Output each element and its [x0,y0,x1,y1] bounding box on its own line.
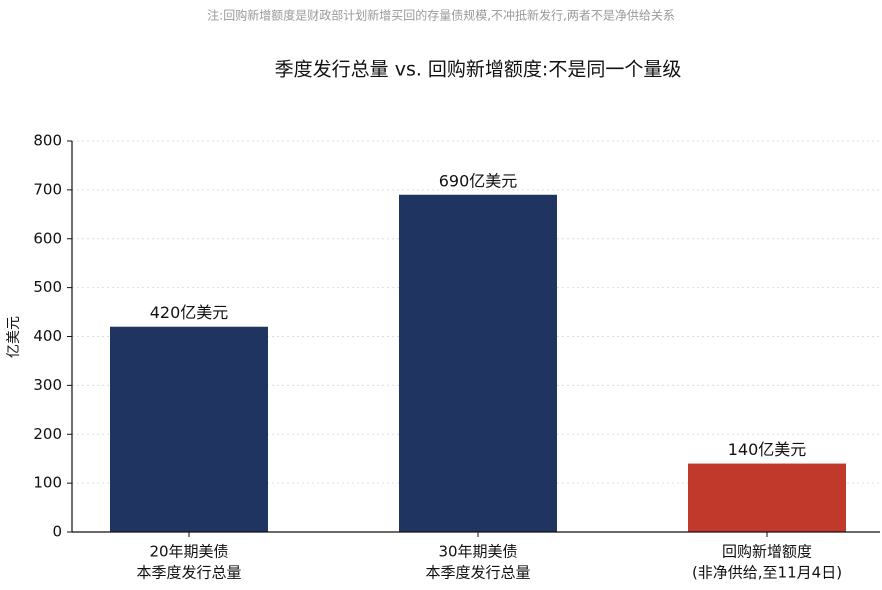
value-label: 690亿美元 [439,171,518,190]
x-tick-label: 30年期美债 [438,543,517,561]
value-label: 420亿美元 [150,303,229,322]
y-axis-label: 亿美元 [6,316,22,358]
y-tick-label: 200 [33,425,62,443]
y-tick-label: 600 [33,229,62,247]
x-tick-label: (非净供给,至11月4日) [692,564,842,582]
y-tick-label: 0 [52,523,62,541]
chart-note: 注:回购新增额度是财政部计划新增买回的存量债规模,不冲抵新发行,两者不是净供给关… [207,8,675,23]
bar [688,463,846,532]
chart-title: 季度发行总量 vs. 回购新增额度:不是同一个量级 [275,59,682,81]
y-tick-label: 100 [33,474,62,492]
x-tick-label: 回购新增额度 [722,543,812,561]
x-tick-label: 本季度发行总量 [425,564,530,582]
y-tick-label: 500 [33,278,62,296]
bar [110,326,268,532]
y-tick-label: 700 [33,180,62,198]
x-tick-label: 本季度发行总量 [136,564,241,582]
y-tick-label: 400 [33,327,62,345]
bar [399,194,557,532]
value-label: 140亿美元 [728,440,807,459]
y-tick-label: 300 [33,376,62,394]
y-tick-label: 800 [33,132,62,150]
x-tick-label: 20年期美债 [149,543,228,561]
